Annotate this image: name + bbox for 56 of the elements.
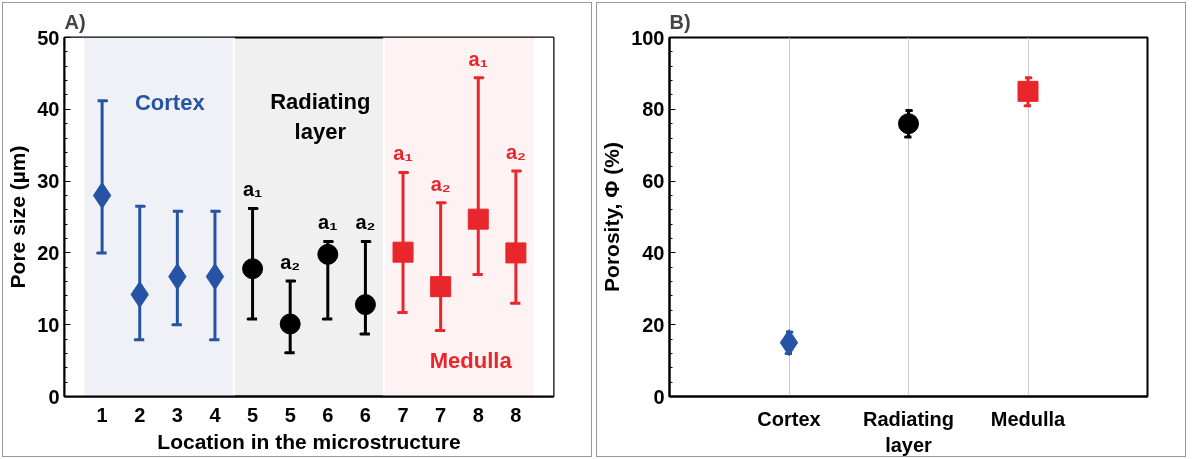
point [279, 313, 301, 335]
x-tick-label: 5 [247, 403, 259, 426]
y-tick-label: 40 [642, 241, 665, 264]
chart-title: B) [669, 10, 691, 33]
point [392, 241, 414, 263]
y-axis-title: Porosity, Φ (%) [600, 142, 624, 292]
text: Radiating layer [270, 88, 371, 144]
x-tick-label: 3 [171, 403, 183, 426]
point [317, 243, 339, 265]
text: Medulla [429, 348, 513, 374]
point [242, 258, 264, 280]
x-tick-label: 1 [96, 403, 108, 426]
annotation: a₂ [430, 172, 451, 195]
text: Cortex [134, 89, 206, 115]
y-tick-label: 100 [631, 26, 665, 49]
point [505, 242, 527, 264]
y-tick-label: 80 [642, 98, 665, 121]
y-tick-label: 0 [653, 385, 665, 408]
annotation: a₁ [242, 178, 263, 201]
y-axis-title: Pore size (µm) [6, 145, 30, 289]
point [1017, 80, 1039, 102]
x-tick-label: Cortex [757, 407, 821, 430]
x-tick-label: 6 [322, 403, 334, 426]
point [898, 113, 919, 135]
y-tick-label: 60 [642, 170, 665, 193]
annotation: a₂ [505, 141, 526, 164]
point [430, 276, 452, 298]
y-tick-label: 20 [642, 313, 665, 336]
annotation: a₂ [355, 211, 376, 234]
y-tick-label: 20 [37, 241, 60, 264]
x-tick-label: Radiating layer [862, 407, 955, 456]
y-tick-label: 50 [37, 26, 60, 49]
point [92, 181, 112, 209]
point [779, 329, 799, 357]
x-tick-label: 8 [510, 403, 522, 426]
x-tick-label: 4 [209, 403, 222, 426]
x-tick-label: 2 [134, 403, 146, 426]
x-axis-title: Location in the microstructure [157, 429, 461, 453]
y-tick-label: 10 [37, 313, 60, 336]
x-tick-label: 8 [472, 403, 484, 426]
annotation: a₂ [280, 250, 301, 273]
point [354, 294, 376, 316]
x-tick-label: Medulla [990, 407, 1067, 430]
x-tick-label: 6 [359, 403, 371, 426]
x-tick-label: 7 [435, 403, 447, 426]
x-tick-label: 5 [284, 403, 296, 426]
x-tick-label: 7 [397, 403, 409, 426]
y-tick-label: 40 [37, 98, 60, 121]
annotation: a₁ [393, 142, 413, 165]
y-tick-label: 0 [48, 385, 60, 408]
chart-title: A) [64, 10, 86, 33]
point [205, 263, 225, 291]
y-tick-label: 30 [37, 170, 60, 193]
annotation: a₁ [318, 211, 338, 234]
annotation: a₁ [468, 47, 488, 70]
point [467, 208, 489, 230]
